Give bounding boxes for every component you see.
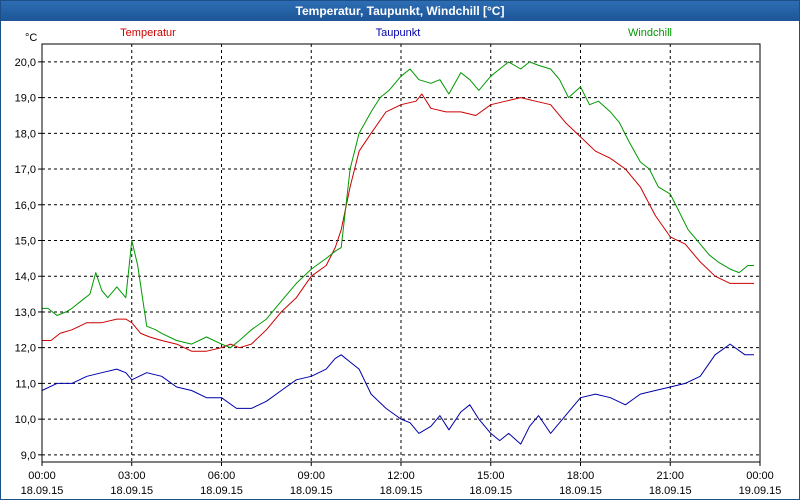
x-tick-time-label: 06:00 [208,470,236,482]
series-group [41,61,754,445]
y-tick-label: 11,0 [15,378,36,390]
series-line-temperatur [42,93,754,352]
y-tick-label: 14,0 [15,271,36,283]
x-tick-time-label: 18:00 [567,470,595,482]
x-tick-time-label: 00:00 [746,470,774,482]
y-tick-label: 19,0 [15,93,36,105]
x-tick-time-label: 03:00 [118,470,146,482]
window-title: Temperatur, Taupunkt, Windchill [°C] [1,1,799,21]
series-line-windchill [42,61,754,349]
y-axis-unit-label: °C [25,32,37,44]
x-tick-time-label: 12:00 [387,470,415,482]
x-tick-date-label: 18.09.15 [290,485,333,497]
x-tick-date-label: 18.09.15 [110,485,153,497]
y-tick-label: 17,0 [15,164,36,176]
y-tick-label: 15,0 [15,235,36,247]
x-tick-date-label: 18.09.15 [21,485,64,497]
x-tick-date-label: 18.09.15 [380,485,423,497]
grid [42,44,760,462]
x-tick-date-label: 18.09.15 [649,485,692,497]
x-tick-time-label: 09:00 [297,470,325,482]
legend-entry-taupunkt: Taupunkt [376,27,421,39]
x-tick-time-label: 21:00 [656,470,684,482]
series-line-taupunkt [41,343,754,445]
legend: Temperatur Taupunkt Windchill [120,27,672,39]
y-tick-label: 10,0 [15,414,36,426]
legend-entry-windchill: Windchill [628,27,672,39]
x-tick-time-label: 15:00 [477,470,505,482]
axes: 9,0 10,0 11,0 12,0 13,0 14,0 15,0 16,0 17,0 18,0 1… [15,32,782,497]
x-tick-time-label: 00:00 [28,470,56,482]
x-tick-date-label: 18.09.15 [200,485,243,497]
y-tick-label: 16,0 [15,200,36,212]
y-tick-label: 13,0 [15,307,36,319]
y-tick-label: 18,0 [15,128,36,140]
x-tick-date-label: 19.09.15 [739,485,782,497]
legend-entry-temperatur: Temperatur [120,27,176,39]
x-tick-date-label: 18.09.15 [469,485,512,497]
y-tick-label: 9,0 [21,450,36,462]
x-tick-date-label: 18.09.15 [559,485,602,497]
y-tick-label: 12,0 [15,343,36,355]
y-tick-label: 20,0 [15,57,36,69]
